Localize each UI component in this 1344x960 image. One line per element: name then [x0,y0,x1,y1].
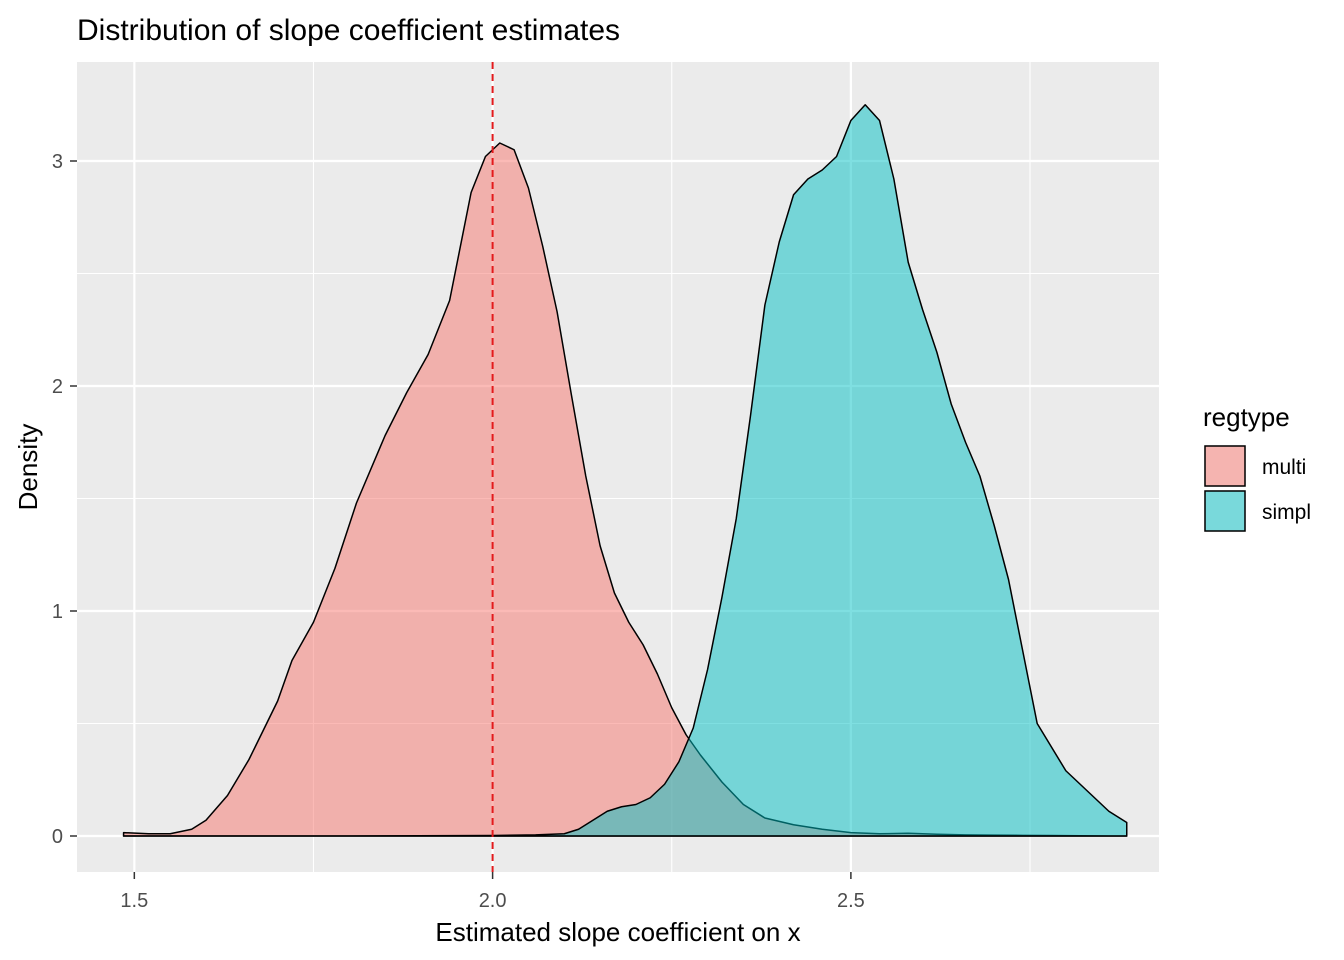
y-tick-label: 1 [52,601,63,623]
y-axis-title: Density [13,424,43,511]
y-tick-label: 3 [52,151,63,173]
x-tick-label: 2.0 [479,890,507,912]
legend-key-multi [1204,445,1246,487]
x-axis: 1.5 2.0 2.5 [120,872,865,912]
legend-title: regtype [1203,402,1290,432]
x-tick-label: 1.5 [120,890,148,912]
x-axis-title: Estimated slope coefficient on x [435,917,800,947]
chart-title: Distribution of slope coefficient estima… [77,14,620,47]
series-layer [122,104,1128,837]
y-axis: 0 1 2 3 [52,151,77,848]
y-tick-label: 0 [52,826,63,848]
x-tick-label: 2.5 [837,890,865,912]
density-area-simpl [122,104,1128,837]
legend-key-simpl [1204,490,1246,532]
legend-label-simpl: simpl [1262,501,1311,524]
y-tick-label: 2 [52,376,63,398]
legend: regtype multi simpl [1203,402,1311,532]
legend-label-multi: multi [1262,456,1306,479]
